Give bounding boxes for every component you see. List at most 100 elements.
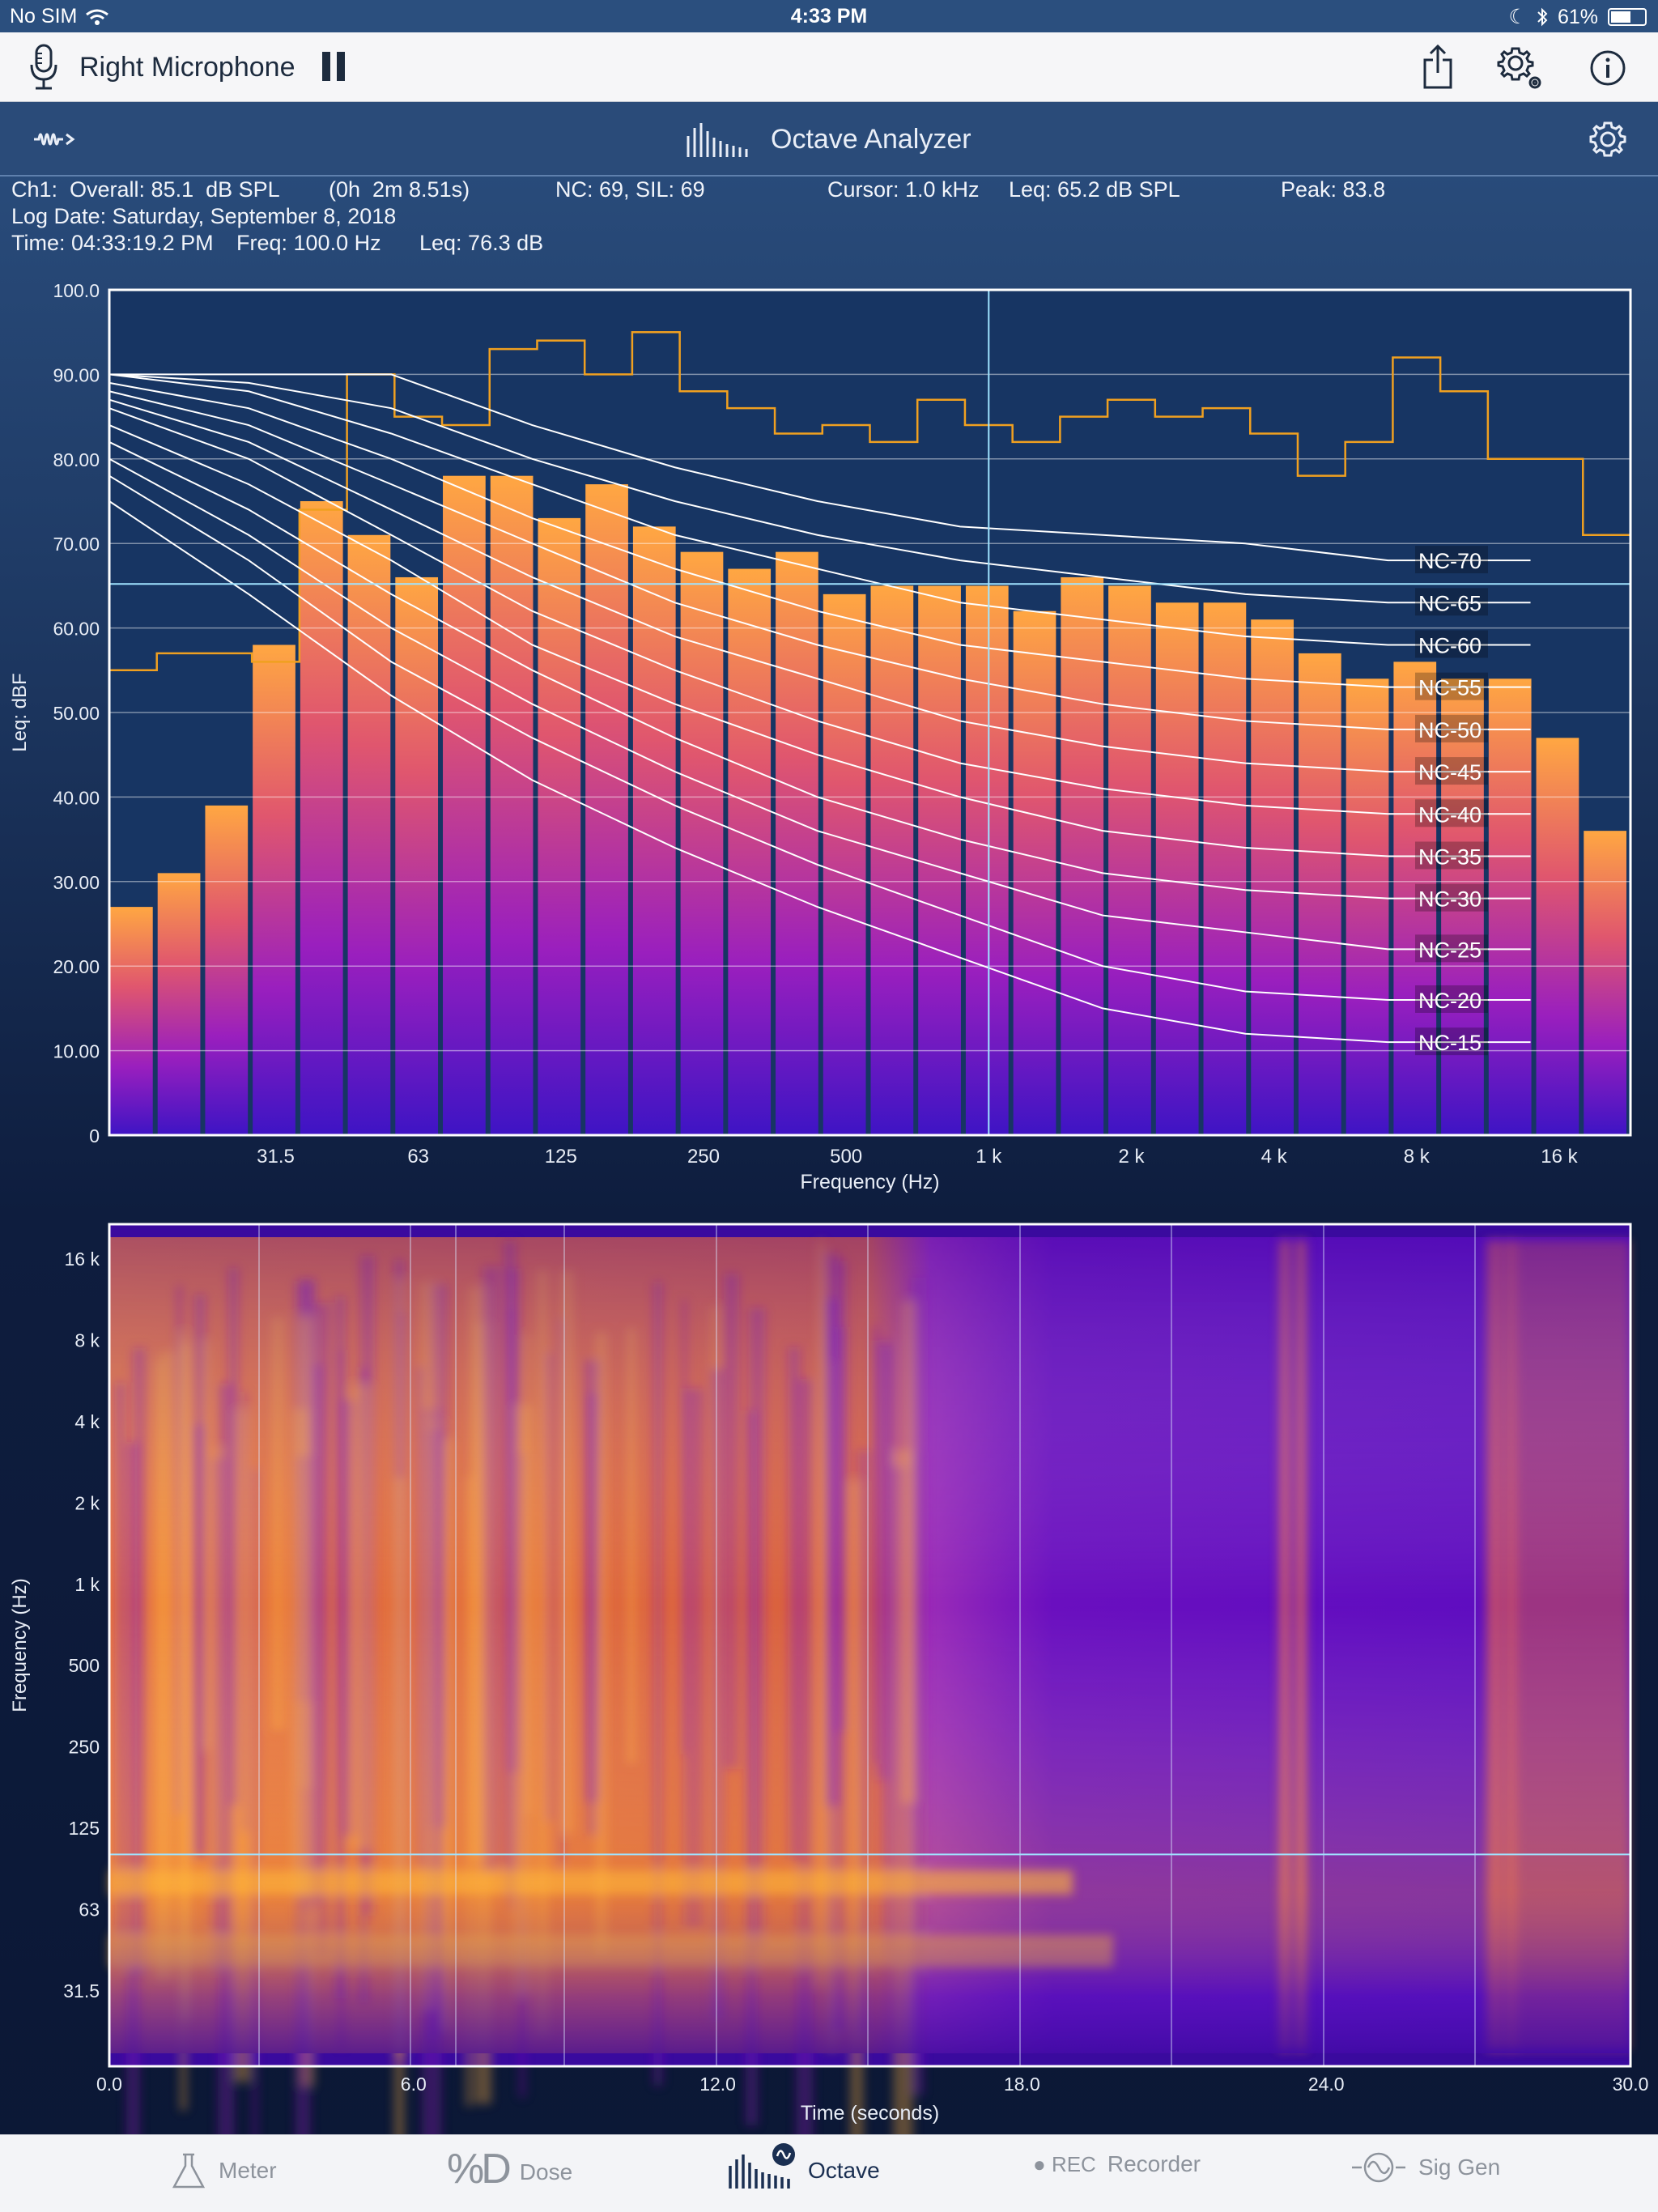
bluetooth-icon — [1537, 7, 1548, 27]
nc-curve — [108, 441, 1531, 900]
share-icon[interactable] — [1422, 44, 1454, 91]
pause-button[interactable] — [322, 52, 345, 81]
tab-recorder[interactable]: ● REC Recorder — [1033, 2151, 1201, 2177]
y-tick-label: 100.0 — [53, 280, 100, 301]
settings-gear-icon[interactable] — [1496, 44, 1545, 92]
octave-bar — [300, 501, 343, 1135]
x-tick-label: 4 k — [1261, 1146, 1288, 1168]
nc-label-bg — [1415, 672, 1488, 700]
tab-recorder-label: Recorder — [1107, 2151, 1201, 2176]
y-tick-label: 80.00 — [53, 449, 100, 470]
freq-tick-label: 125 — [69, 1818, 100, 1839]
x-tick-label: 125 — [545, 1146, 577, 1168]
octave-bar — [1061, 576, 1104, 1135]
peak-level: Peak: 83.8 — [1281, 177, 1386, 202]
carrier-label: No SIM — [10, 5, 78, 28]
nc-curve-label: NC-30 — [1418, 887, 1482, 912]
freq-tick-label: 63 — [79, 1899, 100, 1921]
rec-glyph: REC — [1051, 2151, 1096, 2176]
input-source-label[interactable]: Right Microphone — [79, 52, 295, 83]
tab-dose-label: Dose — [519, 2159, 573, 2184]
tab-octave[interactable]: Octave — [727, 2143, 880, 2190]
nc-label-bg — [1415, 714, 1488, 742]
octave-bar — [205, 805, 249, 1135]
nc-label-bg — [1415, 841, 1488, 870]
nc-curve-label: NC-35 — [1418, 844, 1482, 869]
time-tick-label: 12.0 — [699, 2074, 736, 2095]
app-header: Octave Analyzer — [0, 102, 1658, 177]
freq-tick-label: 1 k — [74, 1574, 100, 1595]
waveform-icon[interactable] — [32, 126, 79, 152]
x-axis-title: Frequency (Hz) — [800, 1171, 939, 1193]
nc-curve — [108, 398, 1531, 773]
y-tick-label: 90.00 — [53, 364, 100, 385]
nc-curve-label: NC-70 — [1418, 549, 1482, 573]
nc-curve-label: NC-55 — [1418, 676, 1482, 700]
toolbar: Right Microphone — [0, 32, 1658, 102]
nc-label-bg — [1415, 883, 1488, 912]
charts-canvas[interactable]: 0 10.00 20.00 30.00 40.00 50.00 60.00 70.00 80.0… — [0, 0, 1658, 2134]
octave-bar — [490, 475, 534, 1135]
tab-sig-gen[interactable]: Sig Gen — [1350, 2151, 1500, 2184]
info-icon[interactable] — [1588, 44, 1627, 91]
tab-dose[interactable]: %D Dose — [447, 2146, 573, 2193]
dose-icon: %D — [447, 2146, 512, 2193]
nc-curve — [108, 500, 1531, 1044]
x-tick-label: 16 k — [1541, 1146, 1578, 1168]
nc-curve — [108, 474, 1531, 1001]
x-tick-label: 1 k — [976, 1146, 1002, 1168]
y-tick-label: 10.00 — [53, 1041, 100, 1062]
y-tick-label: 60.00 — [53, 619, 100, 640]
octave-bar — [1488, 678, 1532, 1135]
octave-bar — [585, 484, 628, 1135]
octave-bar — [870, 585, 914, 1135]
freq-tick-label: 250 — [69, 1737, 100, 1758]
selected-frequency: Freq: 100.0 Hz — [236, 231, 381, 255]
spectrogram-chart[interactable]: 31.5 63 125 250 500 1 k 2 k 4 k 8 k 16 k 0.0 6.0 12.… — [9, 1223, 1648, 2134]
freq-tick-label: 16 k — [65, 1249, 100, 1270]
analyzer-settings-icon[interactable] — [1588, 120, 1627, 159]
freq-axis-title: Frequency (Hz) — [9, 1578, 31, 1712]
octave-bar — [776, 551, 818, 1135]
nc-curve-label: NC-60 — [1418, 633, 1482, 657]
nc-curve-label: NC-45 — [1418, 760, 1482, 785]
cursor-leq: Leq: 65.2 dB SPL — [1009, 177, 1180, 202]
x-tick-label: 500 — [830, 1146, 862, 1168]
nc-curve-label: NC-50 — [1418, 718, 1482, 742]
octave-tab-icon — [729, 2143, 795, 2189]
octave-bar — [538, 517, 581, 1135]
tab-meter-label: Meter — [219, 2158, 277, 2183]
nc-curve — [108, 381, 1531, 688]
spectrogram-shading — [109, 1237, 1630, 2053]
overall-level: Ch1: Overall: 85.1 dB SPL — [11, 177, 280, 202]
nc-label-bg — [1415, 1027, 1488, 1056]
tab-meter[interactable]: Meter — [170, 2151, 277, 2190]
log-date: Log Date: Saturday, September 8, 2018 — [11, 204, 397, 228]
nc-curve — [108, 373, 1531, 604]
cursor-frequency: Cursor: 1.0 kHz — [827, 177, 980, 202]
nc-sil-rating: NC: 69, SIL: 69 — [555, 177, 705, 202]
wifi-icon — [86, 9, 109, 25]
x-tick-label: 31.5 — [257, 1146, 295, 1168]
microphone-icon[interactable] — [29, 44, 58, 92]
nc-curve — [108, 407, 1531, 815]
octave-bar — [395, 576, 439, 1135]
octave-bar — [1203, 602, 1247, 1135]
nc-curve — [108, 457, 1531, 951]
octave-bar — [1346, 678, 1389, 1135]
octave-bar-chart[interactable]: 0 10.00 20.00 30.00 40.00 50.00 60.00 70.00 80.0… — [9, 280, 1632, 1193]
y-tick-label: 20.00 — [53, 956, 100, 977]
octave-bar — [1536, 738, 1579, 1135]
nc-curve-label: NC-40 — [1418, 802, 1482, 827]
y-tick-label: 40.00 — [53, 787, 100, 808]
clock: 4:33 PM — [790, 5, 868, 28]
x-tick-label: 2 k — [1118, 1146, 1145, 1168]
octave-bar — [1013, 610, 1056, 1135]
elapsed-time: (0h 2m 8.51s) — [329, 177, 470, 202]
nc-label-bg — [1415, 757, 1488, 785]
freq-tick-label: 31.5 — [63, 1980, 100, 2001]
battery-percent: 61% — [1557, 5, 1598, 28]
nc-label-bg — [1415, 630, 1488, 658]
octave-bar — [253, 644, 295, 1135]
octave-bar — [1155, 602, 1199, 1135]
